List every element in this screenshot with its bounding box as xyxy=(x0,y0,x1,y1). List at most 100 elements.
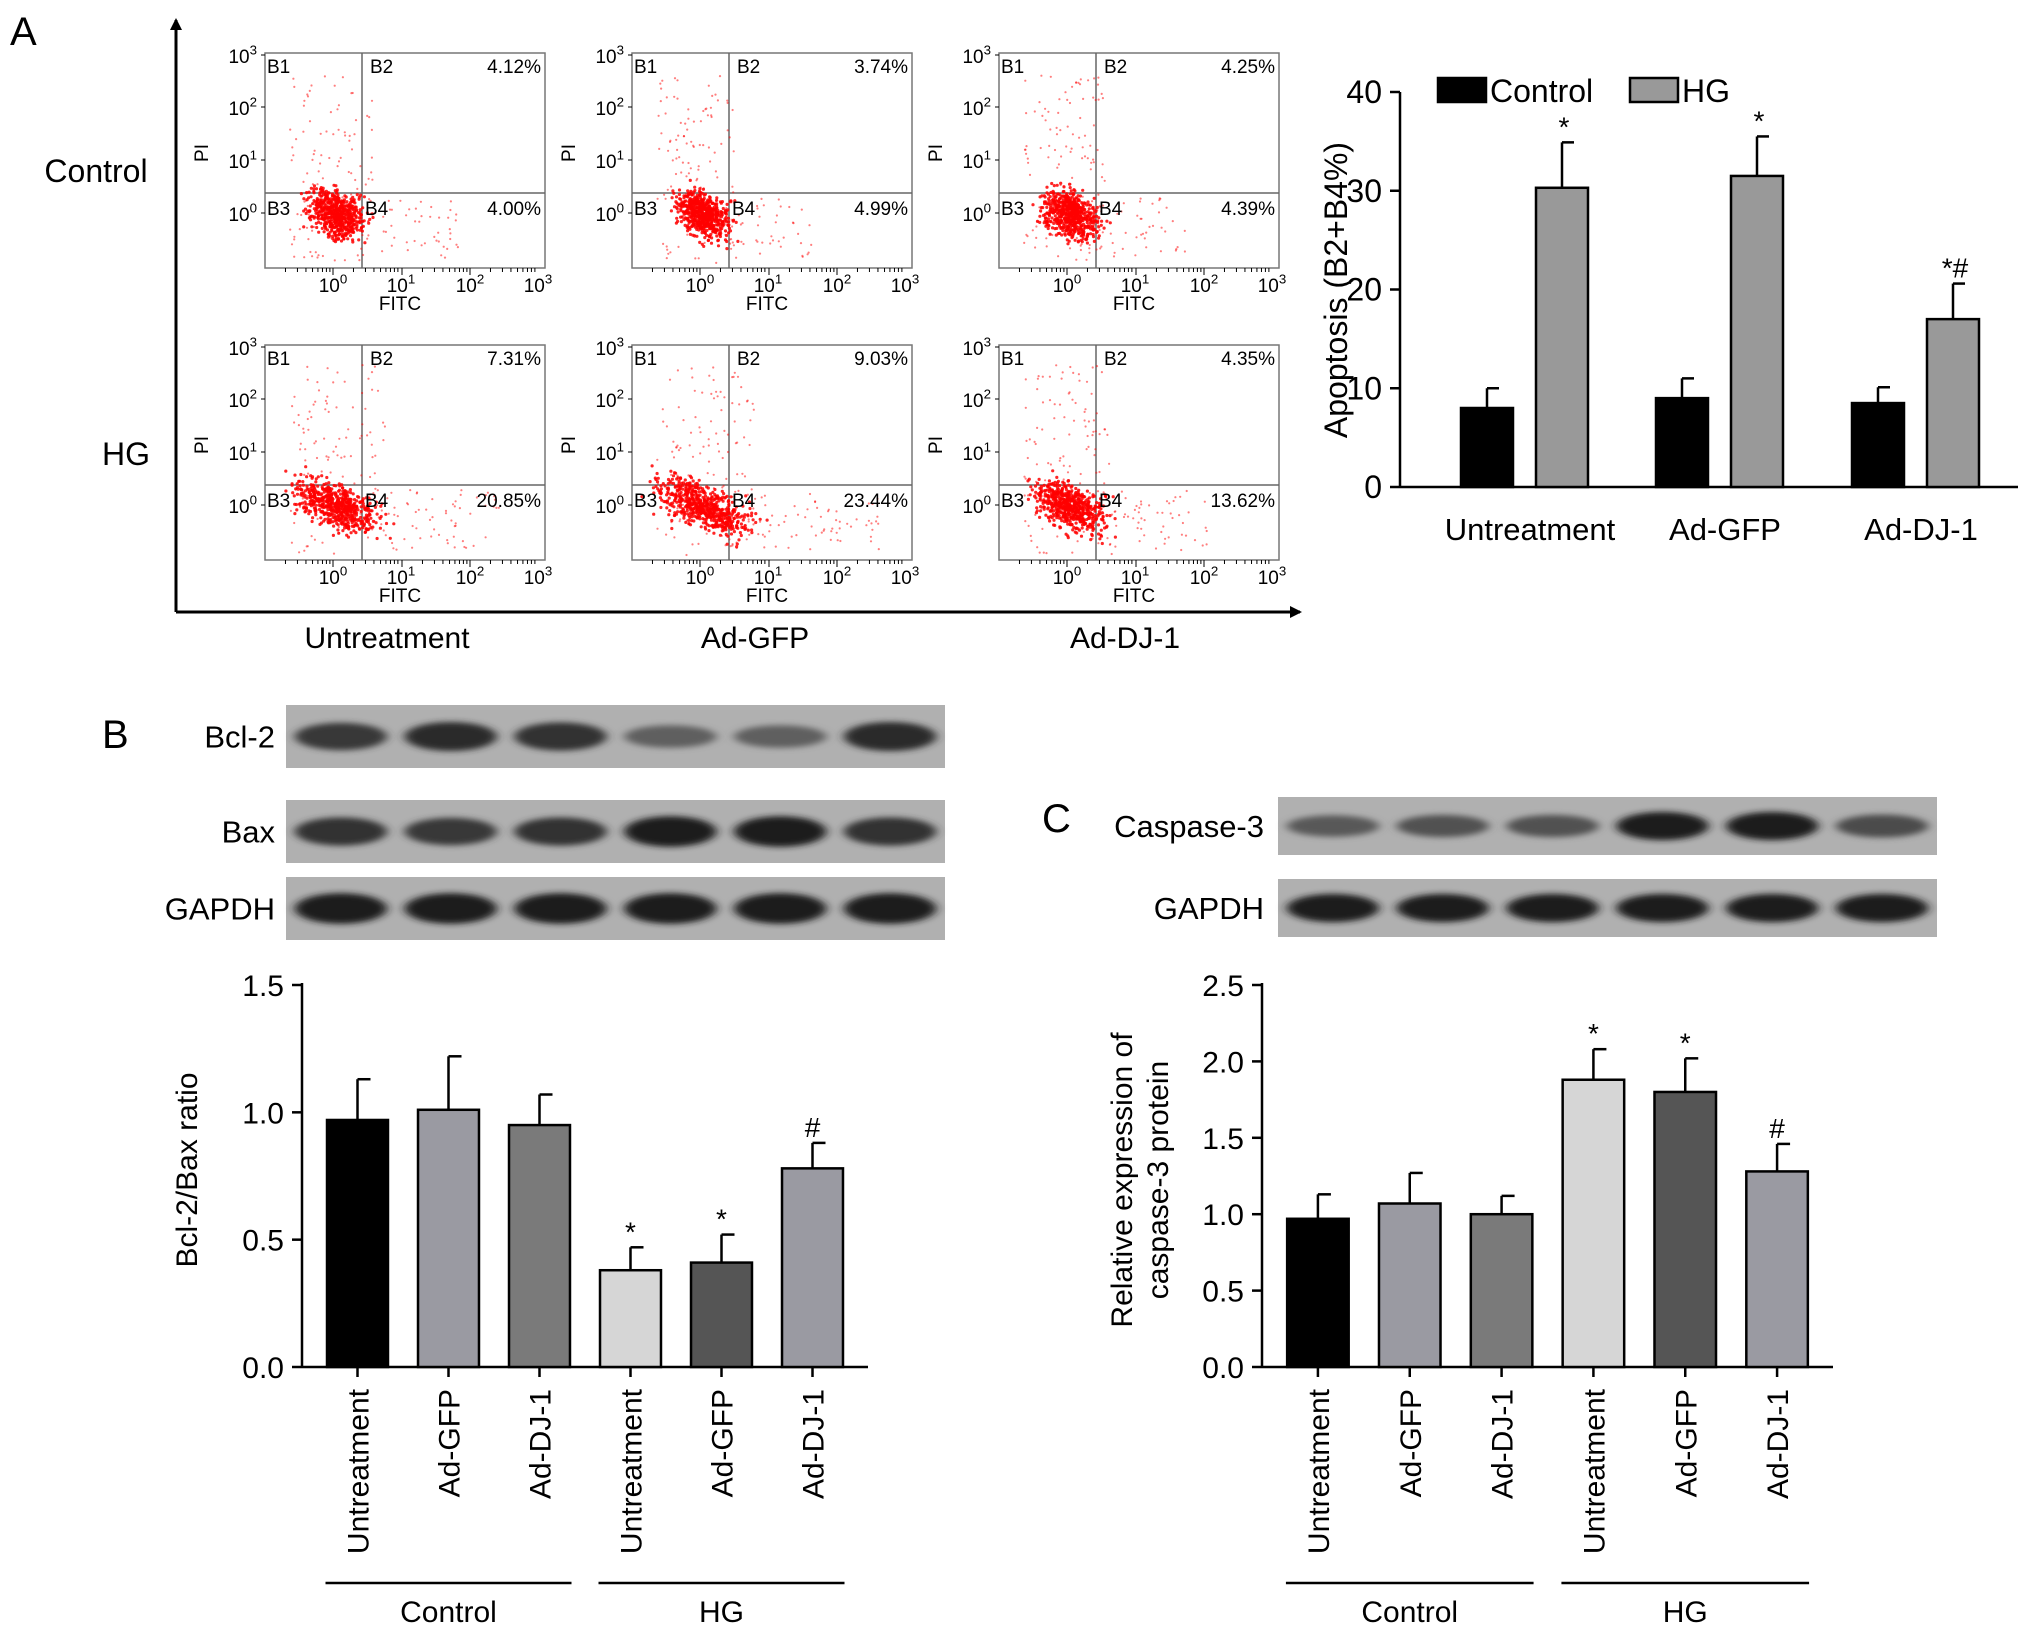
scatter-dot xyxy=(1078,501,1082,505)
scatter-dot-sparse xyxy=(724,233,727,236)
scatter-dot xyxy=(1050,226,1055,230)
scatter-dot xyxy=(728,229,733,233)
scatter-dot xyxy=(687,481,691,485)
scatter-dot xyxy=(731,509,735,513)
scatter-dot xyxy=(332,483,336,488)
scatter-dot-sparse xyxy=(1024,79,1027,82)
scatter-dot xyxy=(1101,518,1105,522)
scatter-dot-sparse xyxy=(371,388,374,391)
scatter-dot-sparse xyxy=(292,154,295,157)
scatter-dot xyxy=(319,221,323,225)
scatter-dot xyxy=(344,496,348,500)
scatter-dot xyxy=(335,224,339,228)
scatter-dot xyxy=(692,190,696,194)
scatter-dot xyxy=(1062,201,1066,205)
scatter-dot-sparse xyxy=(298,551,301,554)
scatter-dot-sparse xyxy=(1040,74,1043,77)
scatter-dot xyxy=(322,506,326,510)
scatter-dot xyxy=(690,494,694,498)
scatter-dot xyxy=(339,517,343,521)
scatter-dot-sparse xyxy=(793,505,796,508)
x-tick-label: 103 xyxy=(524,563,553,589)
scatter-dot-sparse xyxy=(735,546,738,550)
scatter-dot xyxy=(327,211,331,215)
scatter-dot-sparse xyxy=(355,221,358,224)
scatter-dot xyxy=(358,212,363,216)
scatter-dot xyxy=(320,200,324,204)
scatter-dot-sparse xyxy=(300,213,303,217)
scatter-dot xyxy=(685,509,689,513)
scatter-dot-sparse xyxy=(1100,92,1103,95)
scatter-dot-sparse xyxy=(1095,248,1098,251)
scatter-dot-sparse xyxy=(656,527,659,530)
scatter-dot xyxy=(1060,214,1064,218)
scatter-dot xyxy=(330,496,334,500)
x-tick-label: 102 xyxy=(456,563,485,589)
scatter-dot-sparse xyxy=(1035,463,1038,466)
scatter-dot xyxy=(706,496,710,500)
scatter-dot xyxy=(705,233,709,237)
scatter-dot-sparse xyxy=(297,424,300,427)
scatter-dot-sparse xyxy=(360,247,363,250)
scatter-dot-sparse xyxy=(315,456,319,460)
x-tick-label: 102 xyxy=(823,271,852,297)
scatter-dot-sparse xyxy=(308,120,312,123)
scatter-dot xyxy=(1086,200,1090,204)
scatter-dot xyxy=(695,206,699,210)
scatter-dot-sparse xyxy=(687,194,690,197)
scatter-dot-sparse xyxy=(1100,210,1103,213)
scatter-dot-sparse xyxy=(311,202,314,205)
x-tick-label: 100 xyxy=(686,271,715,297)
scatter-dot xyxy=(345,516,349,520)
scatter-dot-sparse xyxy=(687,108,690,111)
scatter-dot xyxy=(1081,509,1085,513)
scatter-dot-sparse xyxy=(712,366,715,369)
scatter-dot-sparse xyxy=(689,167,692,170)
scatter-dot-sparse xyxy=(712,397,716,400)
scatter-dot-sparse xyxy=(430,535,433,538)
scatter-dot xyxy=(1072,500,1076,505)
scatter-dot xyxy=(1055,481,1060,485)
scatter-dot-sparse xyxy=(1059,183,1062,187)
scatter-dot xyxy=(299,472,303,477)
scatter-dot xyxy=(332,231,336,235)
scatter-dot xyxy=(734,220,738,224)
scatter-dot xyxy=(306,209,310,213)
scatter-dot-sparse xyxy=(673,536,676,539)
scatter-dot xyxy=(1055,511,1059,515)
scatter-dot-sparse xyxy=(685,216,688,219)
scatter-dot xyxy=(357,495,361,499)
scatter-dot-sparse xyxy=(1066,98,1069,101)
scatter-dot-sparse xyxy=(339,156,342,159)
scatter-dot-sparse xyxy=(782,236,785,239)
scatter-dot xyxy=(319,190,323,194)
scatter-dot-sparse xyxy=(756,204,759,208)
scatter-dot-sparse xyxy=(775,214,779,217)
scatter-dot-sparse xyxy=(1041,114,1044,117)
scatter-dot xyxy=(744,494,748,498)
y-tick-label: 102 xyxy=(228,386,257,412)
scatter-dot xyxy=(343,489,347,493)
scatter-dot xyxy=(715,204,719,208)
scatter-dot xyxy=(332,524,336,528)
scatter-dot xyxy=(1057,200,1061,204)
scatter-dot xyxy=(707,216,711,220)
scatter-dot-sparse xyxy=(341,76,344,79)
scatter-dot xyxy=(697,500,701,504)
scatter-dot xyxy=(307,509,311,513)
scatter-dot xyxy=(703,192,708,196)
scatter-dot xyxy=(685,224,690,228)
scatter-dot xyxy=(746,513,750,517)
scatter-dot-sparse xyxy=(1070,147,1073,150)
scatter-dot-sparse xyxy=(673,77,677,80)
scatter-dot xyxy=(1048,219,1052,223)
scatter-dot-sparse xyxy=(1098,205,1101,208)
scatter-dot xyxy=(1056,203,1060,208)
scatter-dot-sparse xyxy=(705,532,708,535)
flow-col-label-ad-gfp: Ad-GFP xyxy=(701,622,809,655)
scatter-dot-sparse xyxy=(1084,408,1087,411)
scatter-dot xyxy=(303,489,307,493)
scatter-dot xyxy=(673,484,678,488)
scatter-dot-sparse xyxy=(771,239,775,242)
scatter-dot xyxy=(694,486,698,490)
